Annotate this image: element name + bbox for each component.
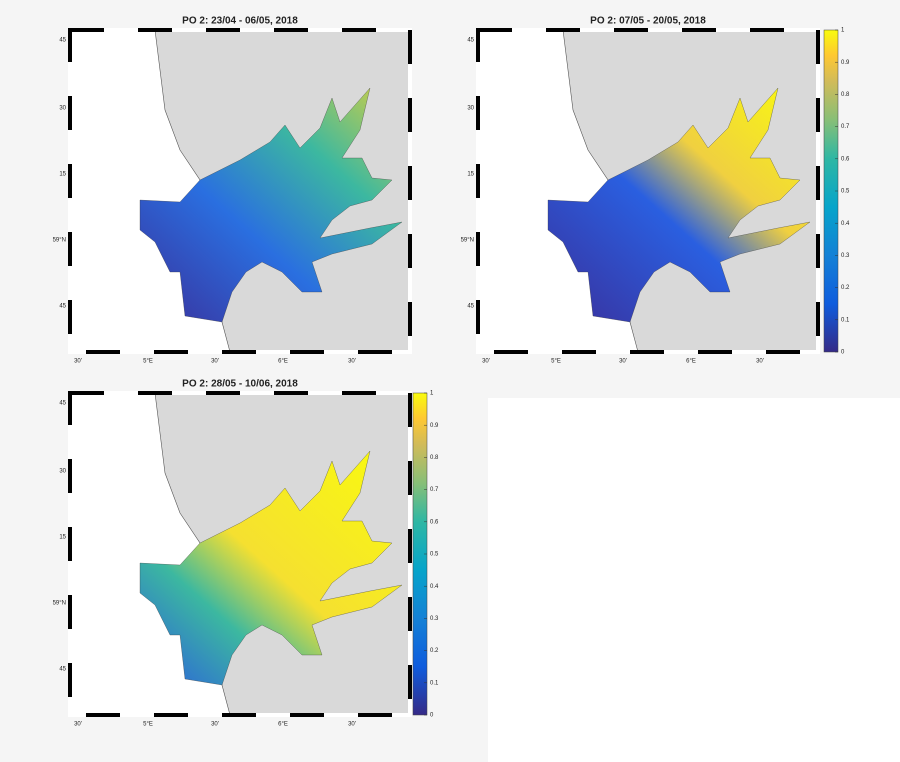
colorbar: 0 0.1 0.2 0.3 0.4 0.5 0.6 0.7 0.8 0.9 1 [823,28,850,356]
x-tick-label: 6°E [278,722,288,728]
colorbar-tick-label: 0.5 [430,552,439,558]
colorbar-tick-label: 0 [430,713,434,719]
x-tick-label: 6°E [686,359,696,365]
colorbar-tick-label: 0.9 [841,60,850,66]
frame-dashes [476,28,820,354]
colorbar-tick-label: 0.2 [841,285,850,291]
y-tick-label: 15 [59,172,66,178]
y-tick-label: 45 [59,38,66,44]
fjord-field [547,87,811,323]
map-panel: PO 2: 23/04 - 06/05, 2018 30' 5°E 30' 6°E 30'… [53,16,412,365]
colorbar-tick-label: 0 [841,350,845,356]
y-tick-label: 30 [467,106,474,112]
colorbar-tick-label: 0.5 [841,189,850,195]
x-tick-label: 5°E [143,722,153,728]
colorbar-tick-label: 0.7 [841,124,850,130]
blank-area [488,398,900,762]
colorbar: 0 0.1 0.2 0.3 0.4 0.5 0.6 0.7 0.8 0.9 1 [412,391,439,719]
y-tick-label: 59°N [461,238,474,244]
map-panel: PO 2: 28/05 - 10/06, 2018 30' 5°E 30' 6°E 30'… [53,379,439,728]
y-tick-label: 15 [467,172,474,178]
colorbar-tick-label: 0.6 [841,156,850,162]
x-tick-label: 5°E [143,359,153,365]
colorbar-tick-label: 0.2 [430,648,439,654]
x-tick-label: 30' [74,359,82,365]
x-tick-label: 30' [756,359,764,365]
frame-dashes [68,28,412,354]
y-tick-label: 15 [59,535,66,541]
colorbar-tick-label: 0.8 [430,455,439,461]
x-tick-label: 30' [348,359,356,365]
y-tick-label: 30 [59,469,66,475]
x-tick-label: 30' [348,722,356,728]
map-panel: PO 2: 07/05 - 20/05, 2018 30' 5°E 30' 6°E 30'… [461,16,850,365]
y-tick-label: 45 [59,304,66,310]
y-tick-label: 30 [59,106,66,112]
y-tick-label: 45 [59,401,66,407]
colorbar-tick-label: 0.8 [841,92,850,98]
colorbar-tick-label: 0.9 [430,423,439,429]
x-tick-label: 30' [74,722,82,728]
x-tick-label: 30' [619,359,627,365]
panel-title: PO 2: 28/05 - 10/06, 2018 [182,379,298,390]
fjord-field [139,87,403,323]
colorbar-tick-label: 1 [841,28,845,34]
x-tick-label: 6°E [278,359,288,365]
x-tick-label: 30' [211,359,219,365]
x-tick-label: 30' [482,359,490,365]
colorbar-tick-label: 0.7 [430,487,439,493]
y-tick-label: 45 [467,304,474,310]
colorbar-tick-label: 1 [430,391,434,397]
y-tick-label: 45 [59,667,66,673]
colorbar-tick-label: 0.4 [430,584,439,590]
colorbar-tick-label: 0.1 [430,680,439,686]
colorbar-tick-label: 0.1 [841,317,850,323]
y-tick-label: 59°N [53,601,66,607]
x-tick-label: 5°E [551,359,561,365]
colorbar-tick-label: 0.6 [430,519,439,525]
x-tick-label: 30' [211,722,219,728]
y-tick-label: 45 [467,38,474,44]
colorbar-tick-label: 0.3 [841,253,850,259]
colorbar-tick-label: 0.3 [430,616,439,622]
panel-title: PO 2: 07/05 - 20/05, 2018 [590,16,706,27]
fjord-field [139,450,403,686]
y-tick-label: 59°N [53,238,66,244]
panel-title: PO 2: 23/04 - 06/05, 2018 [182,16,298,27]
frame-dashes [68,391,412,717]
colorbar-tick-label: 0.4 [841,221,850,227]
